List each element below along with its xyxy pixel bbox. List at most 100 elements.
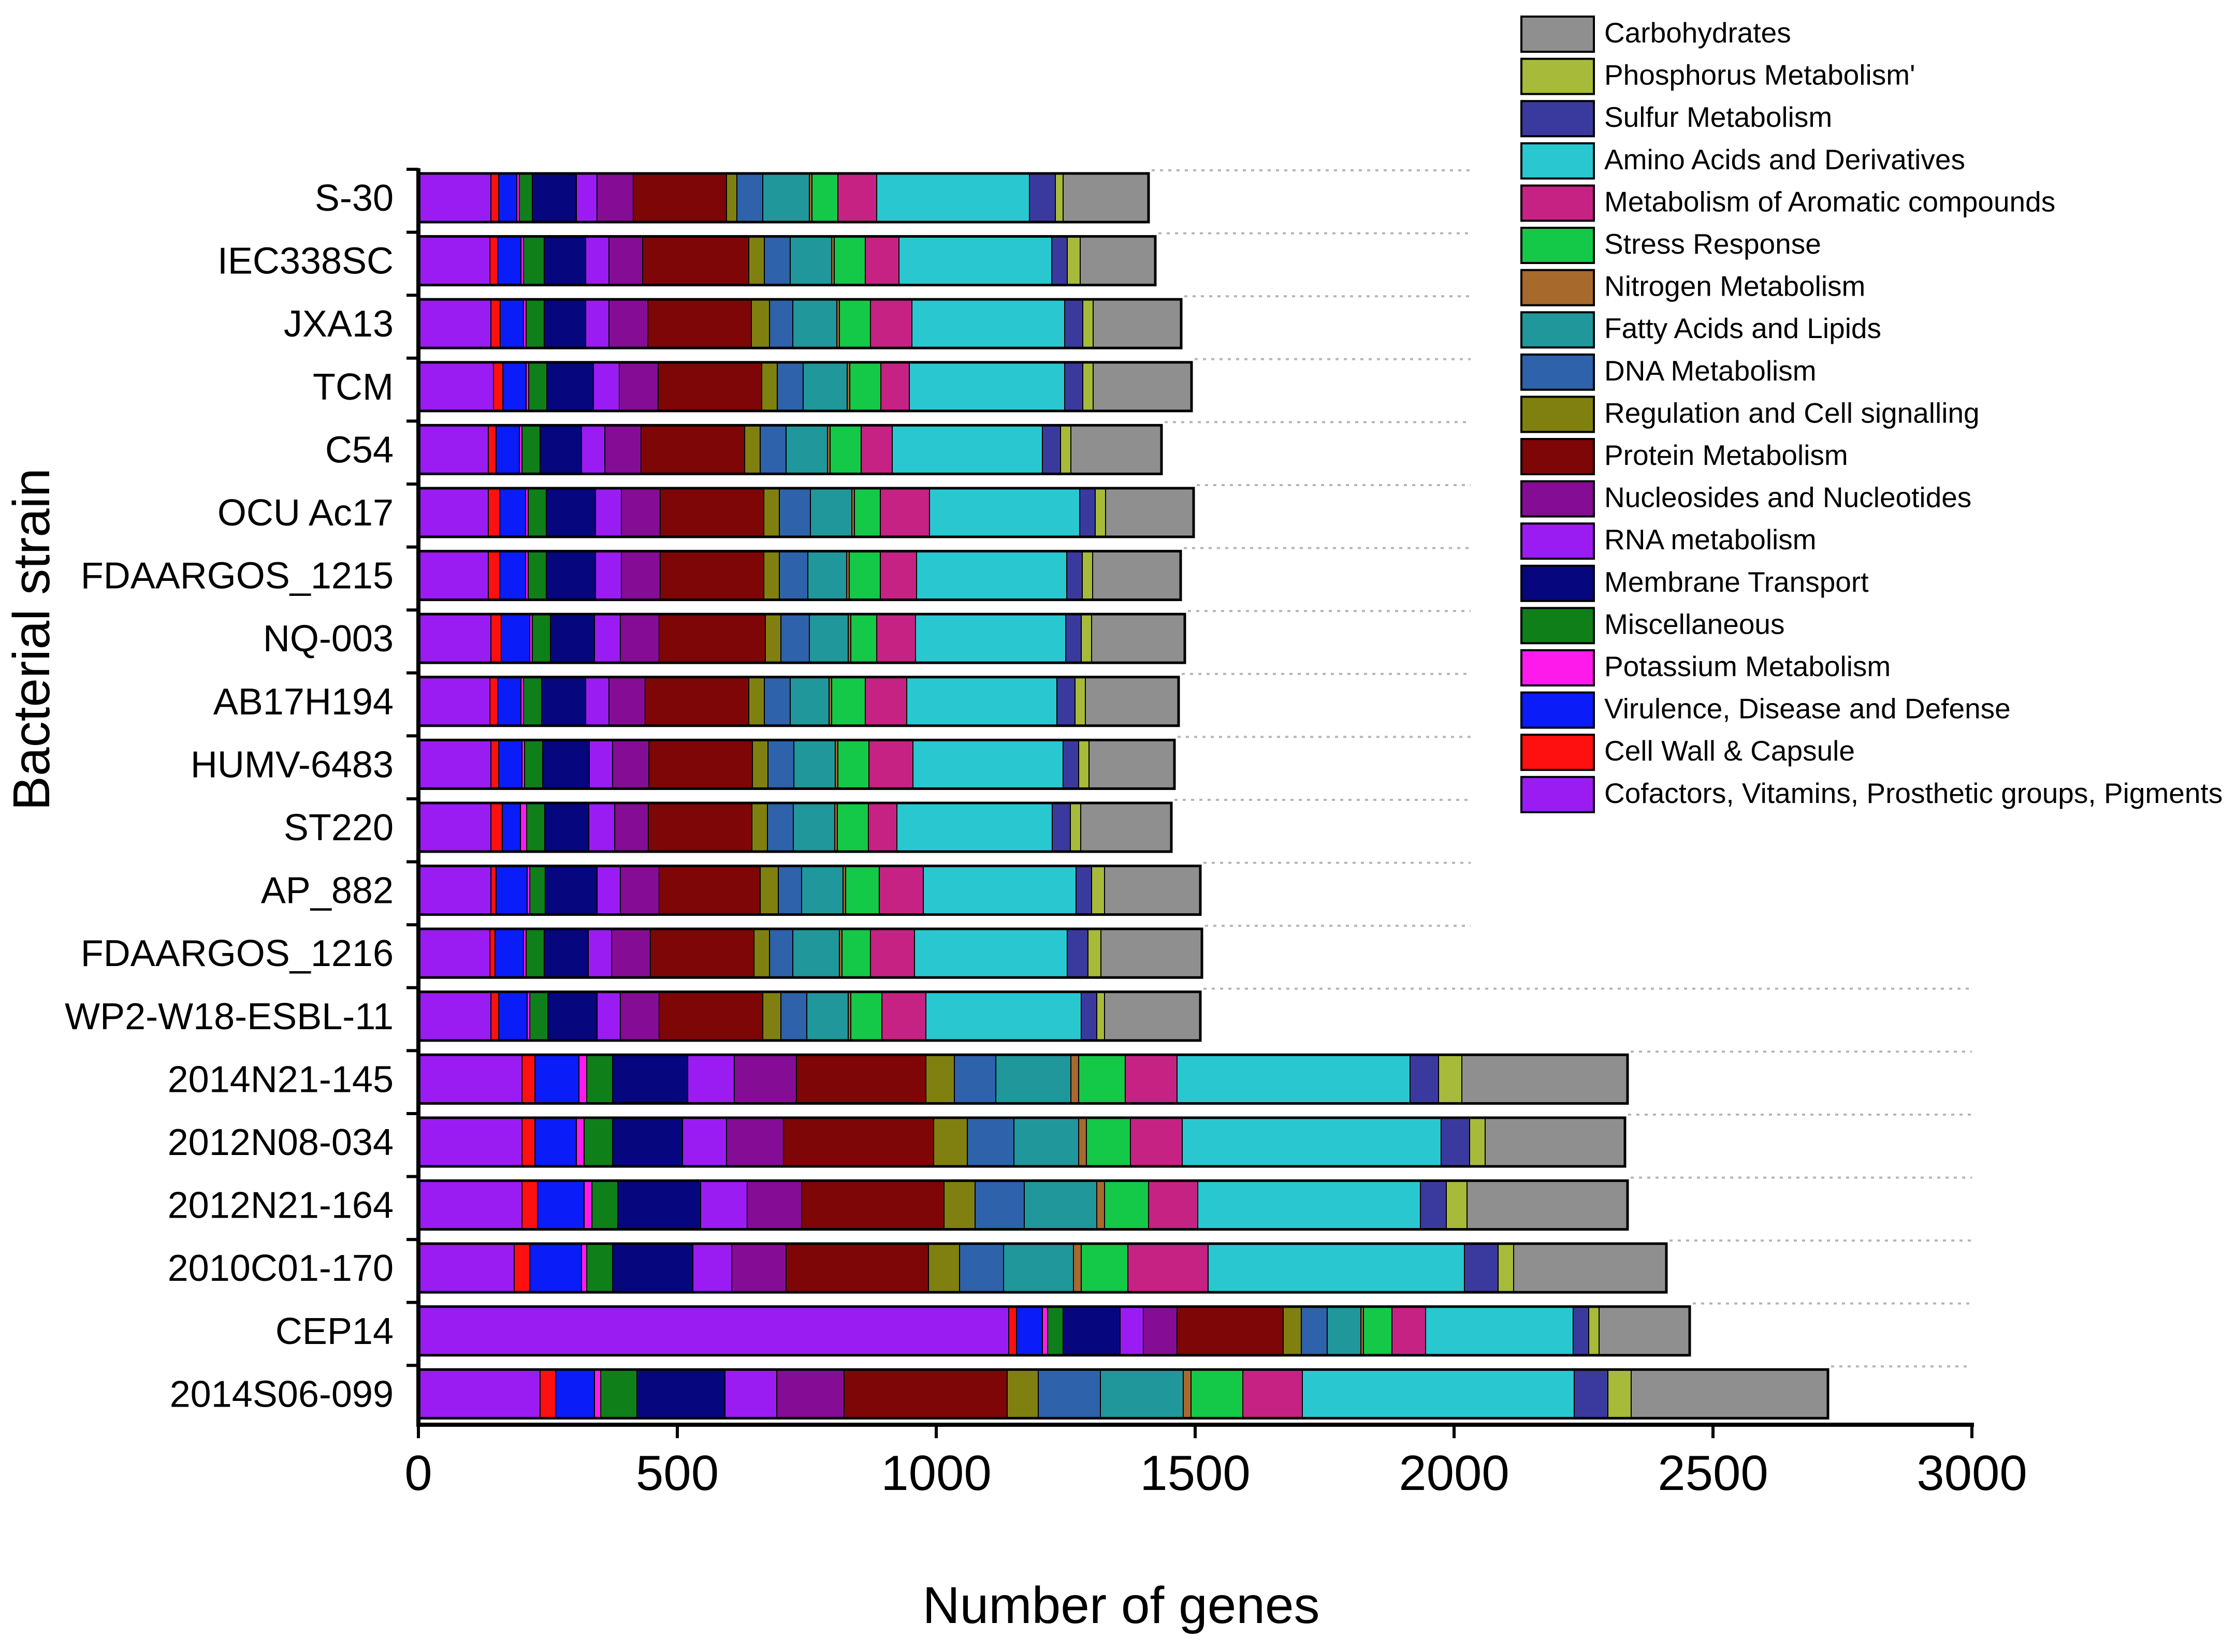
bar-segment	[490, 802, 503, 852]
bar-segment	[909, 361, 1065, 412]
bar-segment	[1038, 1369, 1101, 1419]
bar-segment	[1464, 1243, 1499, 1293]
bar-segment	[769, 928, 793, 978]
bar-segment	[621, 488, 661, 537]
legend-swatch	[1520, 776, 1595, 813]
bar-segment	[793, 802, 835, 852]
bar-segment	[488, 488, 500, 537]
bar-segment	[499, 550, 526, 601]
bar-segment	[763, 488, 780, 537]
bar-segment	[792, 299, 837, 349]
bar-segment	[1092, 550, 1181, 601]
bar-segment	[925, 991, 1082, 1041]
bar-segment	[1063, 739, 1079, 790]
bar-segment	[418, 928, 490, 978]
bar-segment	[1120, 1306, 1144, 1356]
bar-segment	[521, 1117, 535, 1167]
bar-segment	[588, 928, 612, 978]
bar-segment	[1055, 173, 1064, 223]
bar-segment	[1183, 1369, 1192, 1419]
y-tick-label: CEP14	[275, 1311, 394, 1352]
bar-segment	[769, 299, 793, 349]
bar-segment	[600, 1369, 637, 1419]
bar-segment	[578, 1054, 587, 1104]
bar-segment	[726, 173, 737, 223]
bar-segment	[753, 928, 770, 978]
bar-segment	[760, 425, 787, 475]
bar-segment	[488, 425, 497, 475]
bar-segment	[923, 865, 1077, 915]
bar-segment	[534, 1054, 579, 1104]
bar-segment	[537, 1180, 585, 1230]
bar-segment	[933, 1117, 968, 1167]
bar-segment	[1003, 1243, 1074, 1293]
bar-segment	[586, 1243, 613, 1293]
bar-segment	[975, 1180, 1025, 1230]
bar-segment	[528, 488, 547, 537]
bar-segment	[619, 361, 659, 412]
bar-segment	[916, 550, 1067, 601]
bar-segment	[1100, 928, 1202, 978]
bar-segment	[501, 613, 530, 664]
bar-segment	[521, 1180, 538, 1230]
bar-segment	[1064, 299, 1083, 349]
bar-segment	[810, 488, 852, 537]
bar-segment	[547, 991, 598, 1041]
bar-segment	[529, 991, 548, 1041]
y-tick-label: FDAARGOS_1216	[81, 933, 394, 974]
bar-segment	[783, 1117, 934, 1167]
y-tick-label: AP_882	[261, 870, 394, 912]
bar-segment	[544, 928, 589, 978]
y-tick-label: WP2-W18-ESBL-11	[65, 996, 394, 1037]
bar-segment	[604, 425, 642, 475]
bar-segment	[1080, 802, 1172, 852]
legend-label: Sulfur Metabolism	[1604, 101, 1832, 133]
legend-label: Nucleosides and Nucleotides	[1604, 481, 1971, 514]
bar-segment	[1067, 928, 1088, 978]
bar-segment	[612, 1243, 693, 1293]
bar-segment	[837, 802, 869, 852]
bar-segment	[726, 1117, 784, 1167]
bar-segment	[1047, 1306, 1064, 1356]
bar-segment	[418, 236, 490, 286]
bar-segment	[584, 1117, 613, 1167]
bar-segment	[1073, 1243, 1082, 1293]
bar-segment	[1104, 865, 1201, 915]
bar-segment	[854, 488, 881, 537]
bar-segment	[1469, 1117, 1486, 1167]
bar-segment	[778, 865, 802, 915]
legend-label: Amino Acids and Derivatives	[1604, 143, 1965, 176]
bar-segment	[1070, 425, 1162, 475]
bar-segment	[880, 550, 917, 601]
bar-segment	[724, 1369, 777, 1419]
bar-segment	[1007, 1369, 1039, 1419]
bar-segment	[532, 173, 577, 223]
bar-segment	[1087, 928, 1101, 978]
bar-segment	[865, 676, 907, 726]
bar-segment	[779, 550, 808, 601]
bar-segment	[747, 1180, 802, 1230]
bar-segment	[546, 550, 596, 601]
bar-segment	[786, 425, 828, 475]
bar-segment	[865, 236, 899, 286]
bar-segment	[881, 991, 926, 1041]
bar-segment	[544, 236, 586, 286]
bar-segment	[780, 613, 810, 664]
bar-segment	[1082, 361, 1094, 412]
bar-segment	[1075, 676, 1086, 726]
bar-segment	[418, 550, 489, 601]
bar-segment	[898, 236, 1052, 286]
bar-segment	[540, 1369, 556, 1419]
legend-label: Cell Wall & Capsule	[1604, 735, 1855, 767]
legend-label: Metabolism of Aromatic compounds	[1604, 185, 2055, 217]
legend-label: Fatty Acids and Lipids	[1604, 312, 1881, 344]
bar-segment	[880, 361, 910, 412]
bar-segment	[521, 425, 541, 475]
bar-segment	[1095, 488, 1106, 537]
bar-segment	[776, 1369, 845, 1419]
bar-segment	[1078, 739, 1090, 790]
y-tick-label: AB17H194	[213, 681, 394, 723]
bar-segment	[497, 236, 521, 286]
bar-segment	[790, 236, 832, 286]
y-tick-label: FDAARGOS_1215	[81, 555, 394, 597]
